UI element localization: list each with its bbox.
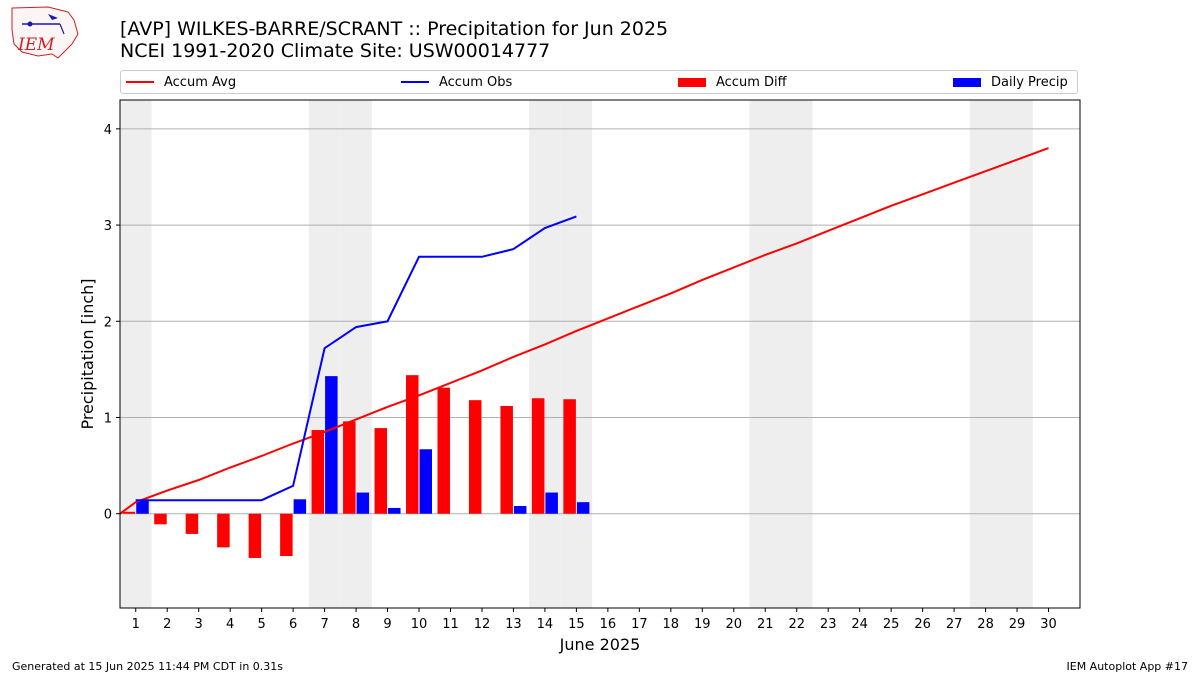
bar-accum-diff-3: [185, 513, 199, 534]
x-tick-label-14: 14: [537, 617, 554, 632]
x-tick-label-7: 7: [320, 617, 328, 632]
y-tick-label-0: 0: [104, 508, 112, 523]
legend-swatch-accum-obs: [401, 81, 429, 83]
bar-daily-precip-1: [136, 500, 149, 514]
x-tick-label-17: 17: [631, 617, 648, 632]
x-tick-label-5: 5: [257, 617, 265, 632]
x-tick-label-12: 12: [474, 617, 491, 632]
bar-accum-diff-12: [468, 400, 482, 514]
bar-daily-precip-9: [388, 507, 401, 514]
x-tick-label-30: 30: [1040, 617, 1057, 632]
x-tick-label-9: 9: [383, 617, 391, 632]
weekend-shade-21: [749, 100, 781, 608]
legend-label-accum-diff: Accum Diff: [716, 74, 787, 90]
footer-app: IEM Autoplot App #17: [1066, 660, 1189, 673]
weekend-shade-15: [560, 100, 593, 608]
bar-accum-diff-15: [563, 399, 576, 514]
legend-label-accum-avg: Accum Avg: [164, 74, 237, 90]
line-accum-obs: [135, 215, 577, 502]
weekend-shade-7: [308, 100, 341, 608]
x-tick-label-15: 15: [568, 617, 585, 632]
bar-accum-diff-10: [406, 375, 419, 514]
x-axis-label: June 2025: [559, 635, 641, 654]
y-axis-label: Precipitation [inch]: [78, 278, 97, 429]
x-tick-label-29: 29: [1009, 617, 1026, 632]
legend-item-accum-avg: Accum Avg: [126, 71, 236, 93]
bar-daily-precip-14: [545, 492, 558, 514]
bar-accum-diff-11: [437, 387, 450, 514]
x-tick-label-28: 28: [977, 617, 994, 632]
bar-accum-diff-5: [248, 513, 262, 558]
x-tick-label-26: 26: [914, 617, 931, 632]
footer-generated: Generated at 15 Jun 2025 11:44 PM CDT in…: [12, 660, 284, 673]
x-tick-label-6: 6: [289, 617, 297, 632]
weekend-shade-14: [529, 100, 561, 608]
x-tick-label-16: 16: [600, 617, 617, 632]
x-tick-label-8: 8: [352, 617, 360, 632]
bar-accum-diff-14: [531, 398, 545, 514]
axes-frame: [119, 99, 1081, 609]
legend-swatch-accum-avg: [126, 81, 154, 83]
x-tick-label-1: 1: [132, 617, 140, 632]
x-tick-label-19: 19: [694, 617, 711, 632]
bar-accum-diff-6: [280, 513, 293, 557]
weekend-shade-1: [120, 100, 152, 608]
bar-daily-precip-15: [576, 502, 590, 514]
weekend-shade-22: [780, 100, 813, 608]
legend-item-daily-precip: Daily Precip: [953, 71, 1068, 93]
x-tick-label-25: 25: [883, 617, 900, 632]
x-tick-label-24: 24: [851, 617, 868, 632]
x-tick-label-20: 20: [725, 617, 742, 632]
svg-text:IEM: IEM: [17, 35, 55, 55]
x-tick-label-13: 13: [505, 617, 522, 632]
bar-daily-precip-13: [513, 506, 527, 514]
y-tick-label-3: 3: [104, 219, 112, 234]
bar-accum-diff-4: [217, 513, 230, 548]
line-accum-avg: [119, 147, 1049, 515]
legend-swatch-accum-diff: [678, 77, 706, 87]
legend-item-accum-obs: Accum Obs: [401, 71, 512, 93]
x-tick-label-2: 2: [163, 617, 171, 632]
bar-daily-precip-10: [419, 449, 433, 514]
x-tick-label-3: 3: [195, 617, 203, 632]
x-tick-label-18: 18: [663, 617, 680, 632]
x-tick-label-4: 4: [226, 617, 234, 632]
weekend-shade-29: [1001, 100, 1033, 608]
bar-accum-diff-7: [311, 430, 325, 514]
y-tick-label-2: 2: [104, 315, 112, 330]
bar-accum-diff-2: [154, 513, 167, 525]
x-tick-label-22: 22: [788, 617, 805, 632]
legend-label-daily-precip: Daily Precip: [991, 74, 1068, 90]
x-tick-label-21: 21: [757, 617, 774, 632]
legend-swatch-daily-precip: [953, 77, 981, 87]
y-tick-label-4: 4: [104, 123, 112, 138]
x-tick-label-10: 10: [411, 617, 428, 632]
bar-accum-diff-1: [122, 511, 136, 514]
y-tick-label-1: 1: [104, 412, 112, 427]
legend: Accum Avg Accum Obs Accum Diff Daily Pre…: [120, 70, 1078, 94]
bar-daily-precip-6: [293, 499, 307, 514]
x-tick-label-23: 23: [820, 617, 837, 632]
weekend-shade-8: [340, 100, 372, 608]
legend-item-accum-diff: Accum Diff: [678, 71, 787, 93]
x-tick-label-27: 27: [946, 617, 963, 632]
iem-logo: IEM: [11, 6, 79, 59]
chart-title: [AVP] WILKES-BARRE/SCRANT :: Precipitati…: [120, 18, 669, 40]
bar-accum-diff-9: [374, 428, 388, 514]
bar-accum-diff-13: [500, 405, 513, 514]
x-tick-label-11: 11: [442, 617, 459, 632]
chart-subtitle: NCEI 1991-2020 Climate Site: USW00014777: [120, 40, 551, 62]
legend-label-accum-obs: Accum Obs: [439, 74, 513, 90]
bar-daily-precip-8: [356, 492, 370, 514]
weekend-shade-28: [969, 100, 1002, 608]
bar-accum-diff-8: [343, 421, 356, 514]
bar-daily-precip-7: [325, 376, 338, 514]
